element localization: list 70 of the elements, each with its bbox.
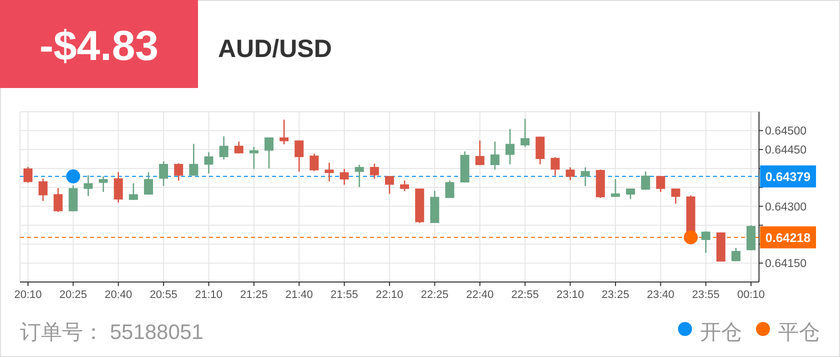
candlestick bbox=[264, 136, 274, 170]
candlestick bbox=[490, 140, 500, 170]
candlestick bbox=[68, 184, 78, 212]
candlestick bbox=[445, 180, 454, 199]
candlestick bbox=[204, 152, 214, 174]
candlestick bbox=[310, 153, 319, 172]
candlestick bbox=[219, 136, 228, 160]
candlestick bbox=[566, 166, 575, 181]
candlestick bbox=[656, 175, 666, 193]
x-tick-label: 22:55 bbox=[511, 289, 539, 301]
candlestick bbox=[385, 175, 394, 194]
candlestick bbox=[84, 174, 93, 197]
candlestick bbox=[506, 128, 515, 165]
legend-label: 平仓 bbox=[778, 321, 820, 344]
candlestick bbox=[550, 156, 560, 176]
x-tick-label: 00:10 bbox=[737, 289, 765, 301]
x-tick-label: 21:40 bbox=[285, 289, 313, 301]
candlestick bbox=[280, 118, 289, 145]
x-tick-label: 21:25 bbox=[240, 289, 268, 301]
x-tick-label: 23:55 bbox=[692, 289, 720, 301]
text: -$4.83 bbox=[39, 22, 159, 69]
candlestick bbox=[114, 172, 123, 204]
candlestick bbox=[54, 187, 63, 213]
y-tick-label: 0.64500 bbox=[765, 126, 807, 138]
candlestick bbox=[731, 247, 740, 262]
candlestick bbox=[610, 178, 620, 198]
x-tick-label: 23:25 bbox=[602, 289, 630, 301]
x-tick-label: 22:10 bbox=[376, 289, 404, 301]
candlestick bbox=[23, 166, 32, 184]
candlestick bbox=[234, 140, 244, 154]
candlestick bbox=[370, 162, 379, 180]
y-tick-label: 0.64150 bbox=[765, 258, 807, 270]
x-tick-label: 22:25 bbox=[420, 289, 448, 301]
candlestick bbox=[520, 118, 530, 148]
candlestick bbox=[626, 188, 636, 200]
candlestick bbox=[671, 188, 680, 204]
legend-label: 开仓 bbox=[700, 321, 742, 344]
x-tick-label: 23:10 bbox=[556, 289, 584, 301]
x-tick-label: 20:25 bbox=[59, 289, 87, 301]
candlestick bbox=[340, 168, 349, 186]
chart-title: AUD/USD bbox=[218, 35, 332, 63]
x-tick-label: 22:40 bbox=[466, 289, 494, 301]
candlestick bbox=[38, 178, 48, 202]
x-tick-label: 20:40 bbox=[104, 289, 132, 301]
candlestick bbox=[354, 164, 364, 188]
candlestick bbox=[144, 172, 153, 196]
candlestick bbox=[536, 136, 545, 165]
candlestick bbox=[249, 146, 258, 170]
candlestick bbox=[580, 166, 590, 187]
y-tick-label: 0.64300 bbox=[765, 201, 807, 214]
x-tick-label: 20:55 bbox=[150, 289, 178, 301]
candlestick bbox=[324, 162, 334, 182]
candlestick bbox=[128, 182, 138, 201]
x-tick-label: 23:40 bbox=[646, 289, 674, 301]
x-tick-label: 21:10 bbox=[194, 289, 223, 301]
x-tick-label: 21:55 bbox=[330, 289, 358, 301]
candlestick bbox=[159, 160, 168, 187]
x-tick-label: 20:10 bbox=[14, 289, 42, 301]
y-tick-label: 0.64450 bbox=[765, 144, 807, 157]
candlestick bbox=[475, 140, 484, 166]
text: 订单号： 55188051 bbox=[20, 321, 204, 344]
candlestick bbox=[400, 180, 410, 192]
candlestick bbox=[701, 230, 710, 254]
ref-line-label: 0.64218 bbox=[765, 230, 811, 245]
candlestick bbox=[174, 162, 184, 182]
candlestick bbox=[641, 170, 650, 190]
ref-line-label: 0.64379 bbox=[765, 170, 811, 184]
candlestick bbox=[189, 143, 198, 176]
candlestick bbox=[98, 176, 108, 193]
candlestick bbox=[294, 140, 304, 172]
